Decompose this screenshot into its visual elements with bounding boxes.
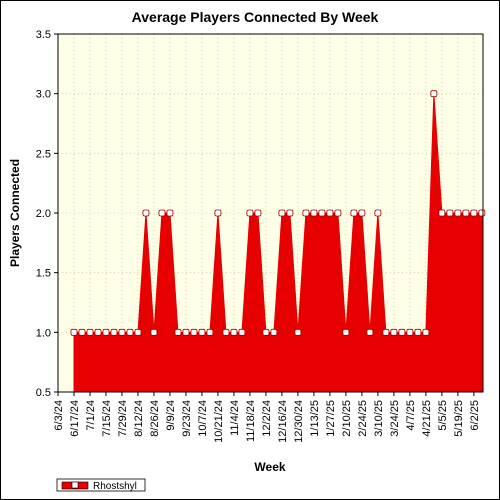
- x-tick-label: 4/21/25: [421, 400, 433, 437]
- x-tick-label: 12/16/24: [277, 400, 289, 443]
- x-tick-label: 2/10/25: [341, 400, 353, 437]
- x-tick-label: 10/21/24: [213, 400, 225, 443]
- data-point: [262, 328, 270, 336]
- x-tick-label: 7/29/24: [117, 400, 129, 437]
- x-tick-label: 12/2/24: [261, 400, 273, 437]
- x-tick-label: 11/4/24: [229, 400, 241, 436]
- data-point: [158, 209, 166, 217]
- data-point: [118, 328, 126, 336]
- x-tick-label: 8/12/24: [133, 400, 145, 437]
- data-point: [366, 328, 374, 336]
- chart-title: Average Players Connected By Week: [132, 9, 379, 25]
- data-point: [422, 328, 430, 336]
- data-point: [190, 328, 198, 336]
- x-tick-label: 1/13/25: [309, 400, 321, 437]
- data-point: [182, 328, 190, 336]
- data-point: [318, 209, 326, 217]
- x-axis-label: Week: [254, 460, 285, 474]
- data-point: [326, 209, 334, 217]
- data-point: [230, 328, 238, 336]
- data-point: [342, 328, 350, 336]
- data-point: [446, 209, 454, 217]
- x-tick-label: 5/19/25: [453, 400, 465, 437]
- x-tick-label: 1/27/25: [325, 400, 337, 437]
- data-point: [350, 209, 358, 217]
- data-point: [150, 328, 158, 336]
- data-point: [166, 209, 174, 217]
- data-point: [142, 209, 150, 217]
- data-point: [270, 328, 278, 336]
- data-point: [478, 209, 486, 217]
- x-tick-label: 9/23/24: [181, 400, 193, 437]
- x-tick-label: 12/30/24: [293, 400, 305, 443]
- data-point: [286, 209, 294, 217]
- y-tick-label: 1.0: [36, 327, 51, 339]
- x-tick-label: 5/5/25: [437, 400, 449, 431]
- data-point: [406, 328, 414, 336]
- data-point: [278, 209, 286, 217]
- data-point: [334, 209, 342, 217]
- data-point: [238, 328, 246, 336]
- data-point: [94, 328, 102, 336]
- x-tick-label: 7/1/24: [85, 400, 97, 431]
- legend-marker-icon: [71, 481, 79, 489]
- data-point: [454, 209, 462, 217]
- data-point: [470, 209, 478, 217]
- data-point: [462, 209, 470, 217]
- data-point: [390, 328, 398, 336]
- legend: Rhostshyl: [56, 478, 146, 492]
- y-tick-label: 3.0: [36, 89, 51, 101]
- data-point: [198, 328, 206, 336]
- x-tick-label: 6/3/24: [53, 400, 65, 431]
- y-tick-label: 1.5: [36, 268, 51, 280]
- data-point: [374, 209, 382, 217]
- x-tick-label: 7/15/24: [101, 400, 113, 437]
- x-tick-label: 11/18/24: [245, 400, 257, 442]
- data-point: [126, 328, 134, 336]
- plot-area: 0.5 1.0 1.5 2.0 2.5 3.0 3.5 6/3/24 6/17/24 7/1/24…: [36, 29, 486, 443]
- data-point: [438, 209, 446, 217]
- data-point: [78, 328, 86, 336]
- data-point: [294, 328, 302, 336]
- data-point: [70, 328, 78, 336]
- x-tick-label: 4/7/25: [405, 400, 417, 431]
- data-point: [86, 328, 94, 336]
- x-tick-label: 8/26/24: [149, 400, 161, 437]
- x-tick-label: 6/2/25: [469, 400, 481, 431]
- data-point: [246, 209, 254, 217]
- data-point: [430, 90, 438, 98]
- data-point: [358, 209, 366, 217]
- series-area: [73, 93, 484, 393]
- x-tick-label: 3/24/25: [389, 400, 401, 437]
- x-tick-label: 2/24/25: [357, 400, 369, 437]
- y-tick-label: 0.5: [36, 387, 51, 399]
- x-tick-label: 9/9/24: [165, 400, 177, 431]
- x-tick-label: 6/17/24: [69, 400, 81, 437]
- data-point: [102, 328, 110, 336]
- data-point: [214, 209, 222, 217]
- legend-label: Rhostshyl: [93, 481, 137, 492]
- data-point: [254, 209, 262, 217]
- data-point: [302, 209, 310, 217]
- y-tick-label: 2.5: [36, 148, 51, 160]
- y-tick-label: 2.0: [36, 208, 51, 220]
- data-point: [398, 328, 406, 336]
- data-point: [134, 328, 142, 336]
- data-point: [110, 328, 118, 336]
- data-point: [310, 209, 318, 217]
- x-tick-label: 3/10/25: [373, 400, 385, 437]
- data-point: [206, 328, 214, 336]
- y-tick-label: 3.5: [36, 29, 51, 41]
- y-axis-label: Players Connected: [8, 159, 22, 267]
- data-point: [174, 328, 182, 336]
- data-point: [222, 328, 230, 336]
- data-point: [382, 328, 390, 336]
- data-point: [414, 328, 422, 336]
- x-tick-label: 10/7/24: [197, 400, 209, 437]
